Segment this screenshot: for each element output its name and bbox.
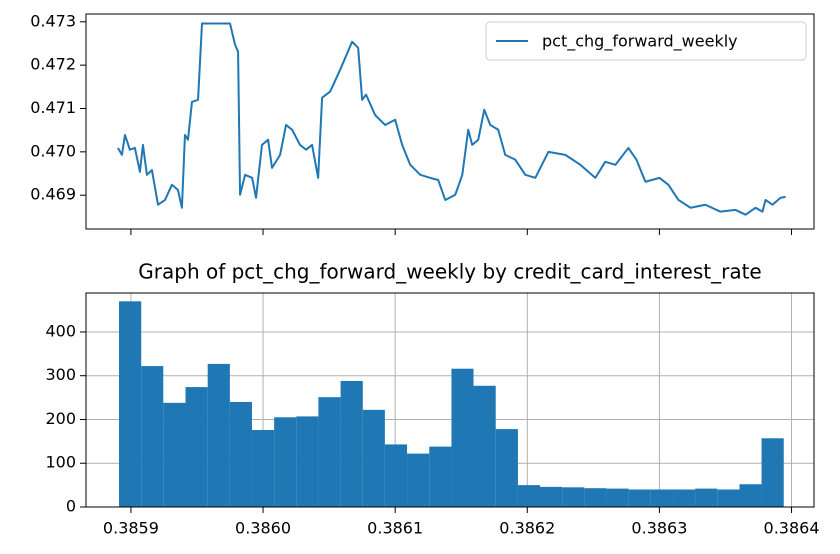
- y-tick-label: 0.473: [30, 11, 76, 30]
- y-tick-label: 0.469: [30, 185, 76, 204]
- hist-bar: [340, 380, 363, 507]
- x-tick-label: 0.3860: [235, 519, 291, 538]
- y-tick-label: 0.470: [30, 141, 76, 160]
- chart-title: Graph of pct_chg_forward_weekly by credi…: [138, 260, 761, 284]
- legend-label: pct_chg_forward_weekly: [542, 32, 738, 52]
- hist-bar: [318, 397, 341, 507]
- x-tick-label: 0.3859: [103, 519, 159, 538]
- hist-bar: [650, 489, 674, 507]
- hist-bar: [584, 488, 607, 507]
- hist-bar: [628, 489, 651, 507]
- x-tick-label: 0.3864: [764, 519, 820, 538]
- hist-bar: [119, 301, 142, 507]
- legend-box: [485, 21, 807, 61]
- axes: pct_chg_forward_weekly 0.469 0.470 0.471 0.4…: [30, 11, 815, 235]
- hist-bar: [163, 402, 186, 507]
- y-tick-label: 0: [66, 497, 76, 516]
- axes-frame: [85, 13, 815, 230]
- y-tick-label: 0.471: [30, 98, 76, 117]
- hist-bar: [141, 366, 164, 507]
- hist-bar: [251, 429, 275, 507]
- line-series: [117, 22, 786, 216]
- x-tick-label: 0.3862: [499, 519, 555, 538]
- hist-bar: [362, 409, 385, 507]
- hist-bar: [296, 416, 319, 507]
- axes-frame: [85, 292, 815, 508]
- hist-bar: [495, 429, 518, 507]
- hist-bar: [673, 489, 696, 507]
- y-tick-label: 100: [45, 453, 76, 472]
- hist-bar: [695, 488, 718, 507]
- y-tick-label: 200: [45, 409, 76, 428]
- hist-bar: [717, 489, 740, 507]
- axes: Graph of pct_chg_forward_weekly by credi…: [45, 260, 819, 538]
- hist-bar: [384, 444, 408, 507]
- hist-bar: [229, 401, 252, 507]
- hist-bar: [429, 446, 452, 507]
- hist-bar: [517, 485, 540, 507]
- y-tick-label: 300: [45, 365, 76, 384]
- hist-bar: [407, 453, 430, 507]
- hist-bar: [606, 488, 629, 507]
- x-tick-label: 0.3861: [367, 519, 423, 538]
- hist-bar: [207, 363, 230, 507]
- hist-bar: [739, 484, 762, 507]
- hist-bar: [539, 486, 563, 507]
- hist-bar: [274, 417, 297, 507]
- hist-bar: [761, 438, 784, 507]
- hist-bar: [451, 368, 474, 507]
- x-tick-label: 0.3863: [631, 519, 687, 538]
- hist-bar: [562, 487, 585, 507]
- y-tick-label: 400: [45, 321, 76, 340]
- hist-bar: [185, 387, 208, 507]
- hist-bar: [473, 385, 496, 507]
- y-tick-label: 0.472: [30, 55, 76, 74]
